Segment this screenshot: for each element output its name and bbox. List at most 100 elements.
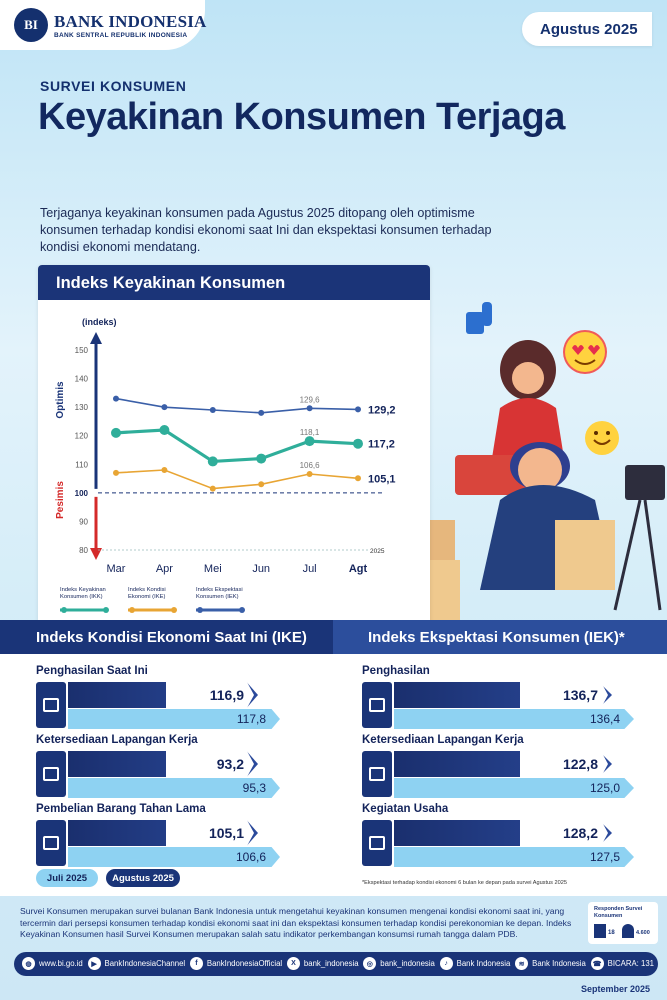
org-name: BANK INDONESIA bbox=[54, 12, 207, 31]
y-tick-label: 100 bbox=[75, 489, 89, 498]
lead-paragraph: Terjaganya keyakinan konsumen pada Agust… bbox=[40, 206, 492, 254]
data-point bbox=[306, 405, 313, 412]
y-tick-label: 80 bbox=[79, 546, 88, 555]
data-point bbox=[161, 404, 168, 411]
appliance-icon bbox=[36, 820, 66, 866]
legend-marker bbox=[129, 607, 135, 613]
data-point bbox=[111, 427, 121, 438]
data-point bbox=[258, 409, 265, 416]
series-line bbox=[115, 397, 359, 414]
bank-indonesia-logo-icon[interactable]: BI bbox=[14, 8, 48, 42]
previous-bar: 106,6 bbox=[68, 847, 280, 867]
social-link[interactable]: ◎ bank_indonesia bbox=[363, 957, 435, 970]
previous-bar: 125,0 bbox=[394, 778, 634, 798]
jul-data-label: 106,6 bbox=[300, 461, 321, 470]
legend-previous: Juli 2025 bbox=[36, 869, 98, 887]
current-value: 136,7 bbox=[520, 682, 608, 708]
ike-header bbox=[0, 620, 333, 654]
data-point bbox=[355, 475, 361, 482]
x-tick-label: Mei bbox=[204, 563, 222, 575]
respondent-cities: 18 bbox=[608, 930, 615, 936]
current-value: 116,9 bbox=[166, 682, 254, 708]
legend-current: Agustus 2025 bbox=[106, 869, 180, 887]
agt-data-label: 129,2 bbox=[368, 404, 396, 416]
social-link[interactable]: ≋ Bank Indonesia bbox=[515, 957, 586, 970]
chart-card bbox=[38, 265, 430, 625]
social-link[interactable]: f BankIndonesiaOfficial bbox=[189, 957, 282, 970]
social-label: bank_indonesia bbox=[380, 959, 435, 968]
period-badge bbox=[522, 12, 652, 46]
smile-emoji-icon bbox=[585, 421, 619, 455]
y-tick-label: 120 bbox=[75, 432, 89, 441]
social-bar bbox=[14, 952, 658, 976]
legend-marker bbox=[103, 607, 109, 613]
data-point bbox=[159, 425, 170, 435]
current-value: 122,8 bbox=[520, 751, 608, 777]
money-hand-icon bbox=[36, 682, 66, 728]
year-label: 2025 bbox=[370, 548, 385, 555]
agt-data-label: 105,1 bbox=[368, 473, 396, 485]
x-tick-label: Agt bbox=[349, 563, 368, 575]
social-link[interactable]: ♪ Bank Indonesia bbox=[439, 957, 510, 970]
y-axis-label: (indeks) bbox=[82, 317, 117, 327]
social-links: ◍ www.bi.go.id ▶ BankIndonesiaChannel f BankI… bbox=[22, 957, 654, 970]
data-point bbox=[353, 438, 363, 449]
index-label: Ketersediaan Lapangan Kerja bbox=[362, 734, 524, 746]
camera-icon bbox=[625, 465, 665, 500]
org-subtitle: BANK SENTRAL REPUBLIK INDONESIA bbox=[54, 32, 188, 39]
x-tick-label: Jul bbox=[303, 563, 317, 575]
y-tick-label: 140 bbox=[75, 375, 89, 384]
data-point bbox=[258, 481, 265, 488]
legend-label: Ekonomi (IKE) bbox=[128, 594, 165, 600]
social-label: Bank Indonesia bbox=[532, 959, 586, 968]
social-link[interactable]: ☎ BICARA: 131 bbox=[590, 957, 654, 970]
index-label: Pembelian Barang Tahan Lama bbox=[36, 803, 206, 815]
jul-data-label: 129,6 bbox=[300, 395, 321, 404]
job-hands-icon bbox=[362, 751, 392, 797]
legend-label: Konsumen (IEK) bbox=[196, 594, 239, 600]
data-point bbox=[256, 453, 267, 464]
social-link[interactable]: ◍ www.bi.go.id bbox=[22, 957, 83, 970]
x-tick-label: Apr bbox=[156, 563, 173, 575]
optimis-arrow-icon bbox=[90, 332, 102, 344]
job-board-icon bbox=[36, 751, 66, 797]
page-title: Keyakinan Konsumen Terjaga bbox=[38, 96, 565, 138]
ike-title: Indeks Kondisi Ekonomi Saat Ini (IKE) bbox=[36, 629, 307, 646]
agt-data-label: 117,2 bbox=[368, 439, 395, 451]
optimis-label: Optimis bbox=[55, 381, 66, 419]
y-tick-label: 90 bbox=[79, 517, 88, 526]
social-link[interactable]: ▶ BankIndonesiaChannel bbox=[87, 957, 185, 970]
tiktok-icon: ♪ bbox=[439, 957, 453, 970]
iek-footnote: *Ekspektasi terhadap kondisi ekonomi 6 b… bbox=[362, 880, 567, 886]
y-tick-label: 110 bbox=[75, 460, 88, 469]
y-tick-label: 150 bbox=[75, 346, 89, 355]
social-label: BICARA: 131 bbox=[607, 959, 654, 968]
respondent-box: Responden Survei Konsumen 18 4.600 bbox=[588, 902, 658, 944]
current-value: 128,2 bbox=[520, 820, 608, 846]
ikk-line-chart: (indeks) 150 140 130 120 110 100 90 80 Optimis Pes… bbox=[55, 317, 396, 613]
data-point bbox=[209, 407, 216, 413]
chart-title: Indeks Keyakinan Konsumen bbox=[56, 274, 286, 292]
series-line bbox=[115, 469, 359, 490]
twitter-icon: X bbox=[286, 957, 300, 970]
spotify-icon: ≋ bbox=[515, 957, 529, 970]
legend-marker bbox=[171, 607, 177, 613]
series-line bbox=[115, 428, 359, 464]
index-label: Penghasilan bbox=[362, 665, 430, 677]
legend-marker bbox=[197, 607, 203, 613]
iek-header bbox=[333, 620, 667, 654]
previous-bar: 95,3 bbox=[68, 778, 280, 798]
legend-label: Indeks Kondisi bbox=[128, 587, 166, 593]
data-point bbox=[304, 436, 315, 447]
store-icon bbox=[362, 820, 392, 866]
legend-marker bbox=[61, 607, 67, 613]
jul-data-label: 118,1 bbox=[300, 428, 320, 437]
previous-bar: 127,5 bbox=[394, 847, 634, 867]
x-tick-label: Mar bbox=[107, 563, 126, 575]
data-point bbox=[113, 469, 119, 476]
data-point bbox=[207, 456, 218, 467]
index-label: Kegiatan Usaha bbox=[362, 803, 449, 815]
social-label: www.bi.go.id bbox=[39, 959, 83, 968]
data-point bbox=[161, 467, 168, 473]
